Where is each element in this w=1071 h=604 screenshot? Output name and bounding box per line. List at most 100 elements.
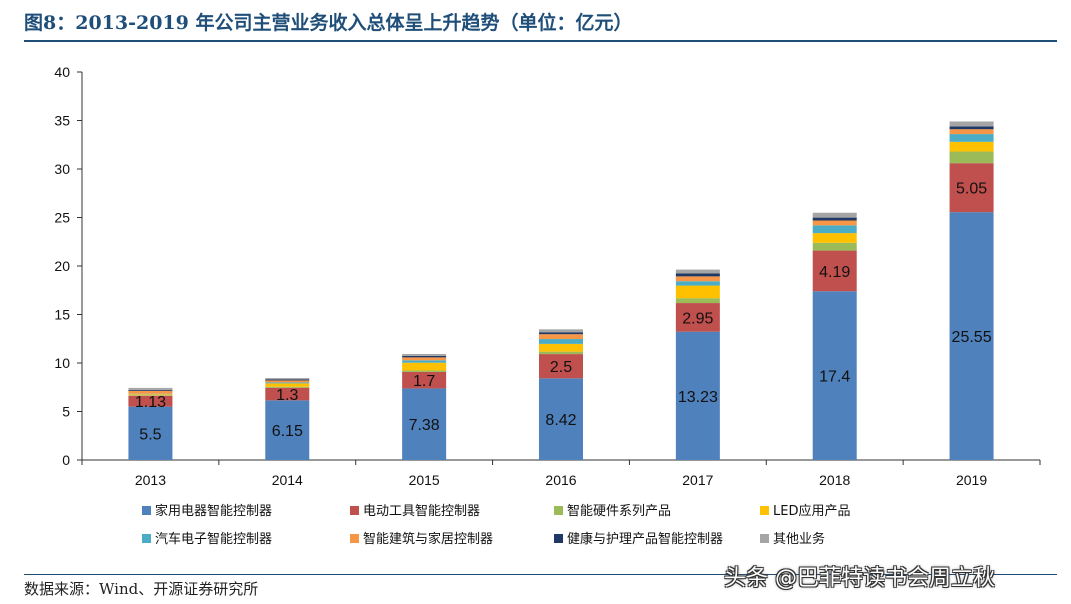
bar-segment: [128, 406, 173, 460]
bar-value-label: 1.13: [135, 394, 166, 411]
legend-label: 智能硬件系列产品: [567, 504, 671, 519]
x-tick-label: 2013: [135, 472, 166, 488]
x-tick-label: 2016: [545, 472, 576, 488]
bar-segment: [949, 126, 994, 130]
bar-value-label: 2.95: [682, 310, 713, 327]
bar-segment: [128, 390, 173, 394]
y-tick-label: 40: [54, 64, 70, 80]
bar-segment: [675, 285, 720, 299]
watermark: 头条 @巴菲特读书会周立秋: [724, 566, 995, 591]
bar-segment: [265, 386, 310, 388]
y-tick-label: 25: [54, 210, 70, 226]
legend-label: LED应用产品: [773, 503, 850, 519]
y-tick-label: 35: [54, 113, 70, 129]
bar-value-label: 1.3: [276, 387, 298, 404]
bar-segment: [812, 233, 857, 243]
bar-segment: [402, 353, 447, 356]
x-tick-label: 2018: [819, 472, 850, 488]
legend-swatch: [760, 506, 769, 515]
legend-swatch: [350, 506, 359, 515]
bar-segment: [402, 362, 447, 371]
bar-segment: [675, 331, 720, 460]
bar-value-label: 5.5: [139, 426, 161, 443]
bar-segment: [402, 360, 447, 363]
bar-segment: [539, 351, 583, 355]
bar-value-label: 25.55: [952, 329, 992, 346]
bar-segment: [539, 378, 583, 460]
bar-segment: [949, 212, 994, 460]
bar-value-label: 4.19: [819, 264, 850, 281]
bar-segment: [539, 339, 583, 344]
legend-label: 其他业务: [773, 531, 825, 547]
bar-segment: [675, 281, 720, 286]
bar-segment: [265, 382, 310, 384]
legend-swatch: [350, 534, 359, 543]
y-tick-label: 0: [62, 452, 70, 468]
source-note: 数据来源：Wind、开源证券研究所: [24, 580, 259, 598]
bar-segment: [812, 225, 857, 234]
legend-label: 电动工具智能控制器: [363, 504, 480, 519]
bar-segment: [128, 395, 173, 407]
legend-swatch: [760, 534, 769, 543]
bar-segment: [812, 212, 857, 218]
legend-swatch: [142, 506, 151, 515]
bar-value-label: 8.42: [545, 412, 576, 429]
bar-segment: [812, 250, 857, 292]
bar-segment: [402, 357, 447, 361]
legend-swatch: [142, 534, 151, 543]
bar-segment: [949, 134, 994, 142]
bar-segment: [812, 242, 857, 251]
legend-label: 汽车电子智能控制器: [155, 531, 272, 547]
bar-segment: [539, 334, 583, 340]
bar-segment: [812, 217, 857, 221]
chart-legend: 家用电器智能控制器 电动工具智能控制器 智能硬件系列产品 LED应用产品汽车电子智能控…: [142, 503, 850, 547]
legend-swatch: [554, 534, 563, 543]
bar-segment: [539, 343, 583, 352]
bar-segment: [265, 387, 310, 401]
bar-segment: [949, 163, 994, 213]
y-tick-label: 10: [54, 355, 70, 371]
legend-label: 健康与护理产品智能控制器: [567, 531, 723, 547]
bar-segment: [128, 394, 173, 396]
bar-segment: [265, 383, 310, 387]
bar-segment: [949, 129, 994, 135]
bar-segment: [265, 378, 310, 380]
x-tick-label: 2015: [409, 472, 440, 488]
x-tick-label: 2017: [682, 472, 713, 488]
x-tick-label: 2019: [956, 472, 987, 488]
bar-value-label: 5.05: [956, 181, 987, 198]
bar-segment: [128, 389, 173, 391]
y-tick-label: 30: [54, 161, 70, 177]
bar-segment: [402, 371, 447, 389]
bar-segment: [265, 379, 310, 381]
bar-value-label: 17.4: [819, 369, 850, 386]
bar-segment: [949, 121, 994, 127]
bar-segment: [402, 388, 447, 460]
footer-divider: [24, 574, 1057, 575]
bar-value-label: 7.38: [409, 417, 440, 434]
x-tick-label: 2014: [272, 472, 303, 488]
y-tick-label: 15: [54, 307, 70, 323]
bar-segment: [402, 355, 447, 358]
bar-value-label: 6.15: [272, 423, 303, 440]
title-divider: [24, 40, 1057, 42]
bar-segment: [265, 400, 310, 460]
y-tick-label: 20: [54, 258, 70, 274]
bar-value-label: 2.5: [550, 359, 572, 376]
bar-value-label: 1.7: [413, 373, 435, 390]
bar-segment: [675, 273, 720, 277]
chart-bars: 5.5 1.13 6.15 1.3 7.38 1.7 8.42 2.5 13.23 2.95 17.…: [128, 121, 994, 460]
y-tick-label: 5: [62, 404, 70, 420]
bar-segment: [812, 220, 857, 226]
legend-swatch: [554, 506, 563, 515]
bar-segment: [402, 370, 447, 372]
bar-segment: [675, 303, 720, 332]
bar-segment: [949, 141, 994, 152]
bar-segment: [812, 291, 857, 460]
bar-segment: [539, 332, 583, 335]
bar-segment: [265, 380, 310, 383]
bar-segment: [675, 276, 720, 282]
page-title: 图8：2013-2019 年公司主营业务收入总体呈上升趋势（单位：亿元）: [24, 12, 633, 34]
bar-value-label: 13.23: [678, 389, 718, 406]
